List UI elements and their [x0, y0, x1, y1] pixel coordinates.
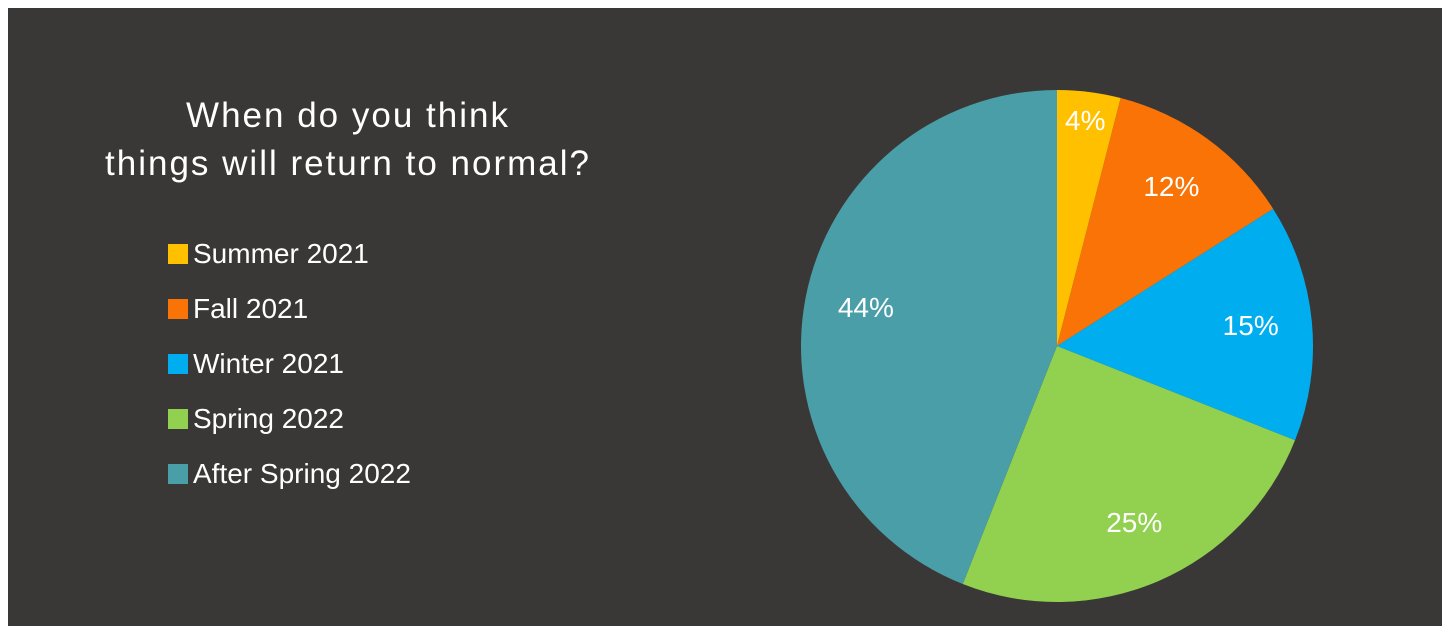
- chart-area: When do you think things will return to …: [8, 8, 1442, 626]
- legend-swatch-summer-2021: [168, 243, 188, 264]
- chart-title-line-2: things will return to normal?: [105, 144, 591, 183]
- legend-label-after-spring-2022: After Spring 2022: [193, 457, 411, 489]
- legend-item-after-spring-2022: After Spring 2022: [168, 446, 411, 501]
- pie-slice-after-spring-2022: [801, 90, 1057, 585]
- pie-slice-spring-2022: [962, 346, 1296, 602]
- legend-item-spring-2022: Spring 2022: [168, 391, 411, 446]
- legend-label-summer-2021: Summer 2021: [193, 237, 369, 269]
- pie-chart: 4% 12% 15% 25% 44%: [801, 90, 1314, 602]
- legend-swatch-after-spring-2022: [168, 463, 188, 484]
- chart-title: When do you think things will return to …: [48, 92, 648, 188]
- legend-swatch-fall-2021: [168, 298, 188, 319]
- pie-label-spring-2022: 25%: [1106, 507, 1162, 538]
- pie-label-fall-2021: 12%: [1143, 171, 1199, 202]
- pie-slices: [801, 90, 1314, 602]
- pie-label-after-spring-2022: 44%: [838, 292, 894, 323]
- chart-legend: Summer 2021 Fall 2021 Winter 2021 Spring…: [168, 226, 411, 501]
- legend-label-winter-2021: Winter 2021: [193, 347, 344, 379]
- legend-item-winter-2021: Winter 2021: [168, 336, 411, 391]
- legend-item-fall-2021: Fall 2021: [168, 281, 411, 336]
- legend-swatch-winter-2021: [168, 353, 188, 374]
- pie-label-summer-2021: 4%: [1065, 105, 1105, 136]
- legend-swatch-spring-2022: [168, 408, 188, 429]
- pie-slice-winter-2021: [1057, 208, 1314, 441]
- chart-title-line-1: When do you think: [186, 96, 510, 135]
- pie-label-winter-2021: 15%: [1223, 310, 1279, 341]
- legend-item-summer-2021: Summer 2021: [168, 226, 411, 281]
- legend-label-fall-2021: Fall 2021: [193, 292, 309, 324]
- pie-labels: 4% 12% 15% 25% 44%: [838, 105, 1279, 538]
- pie-slice-summer-2021: [1057, 90, 1121, 346]
- legend-label-spring-2022: Spring 2022: [193, 402, 345, 434]
- pie-slice-fall-2021: [1057, 98, 1274, 346]
